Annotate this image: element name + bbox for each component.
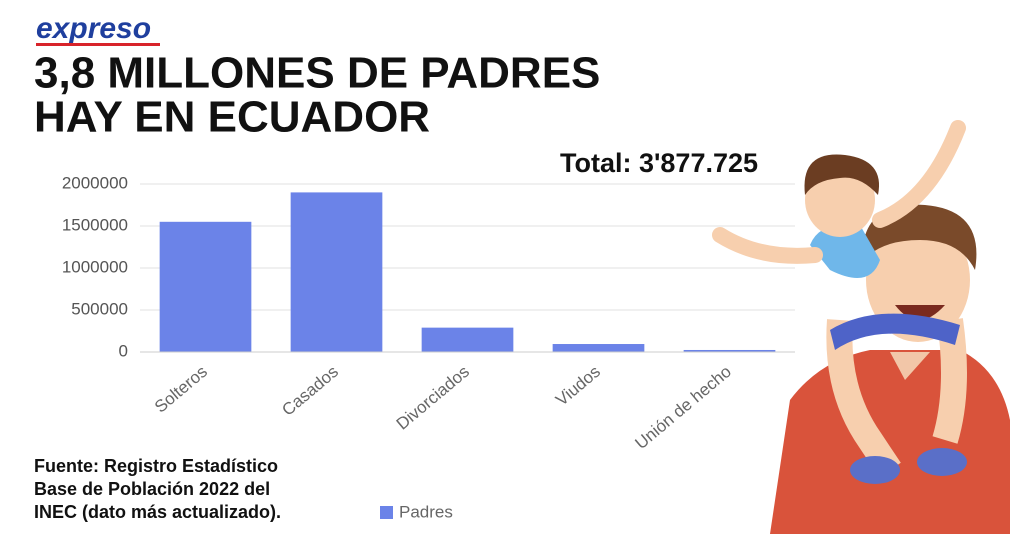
brand-logo: expreso xyxy=(36,12,151,45)
bar xyxy=(683,349,776,352)
source-line: Base de Población 2022 del xyxy=(34,479,270,499)
y-tick-label: 500000 xyxy=(71,299,128,318)
total-annotation: Total: 3'877.725 xyxy=(560,148,758,178)
y-tick-label: 1000000 xyxy=(62,257,128,276)
child-shoe xyxy=(850,456,900,484)
y-tick-label: 1500000 xyxy=(62,215,128,234)
source-line: Fuente: Registro Estadístico xyxy=(34,456,278,476)
illustration xyxy=(712,120,1010,534)
title-line: 3,8 MILLONES DE PADRES xyxy=(34,49,600,98)
child-arm xyxy=(872,120,966,228)
bar xyxy=(290,192,383,352)
source-line: INEC (dato más actualizado). xyxy=(34,502,281,522)
brand-underline xyxy=(36,43,160,46)
bar xyxy=(421,327,514,352)
y-tick-label: 0 xyxy=(119,341,128,360)
legend-label: Padres xyxy=(399,502,453,521)
child-arm xyxy=(712,227,823,264)
y-tick-label: 2000000 xyxy=(62,173,128,192)
title-line: HAY EN ECUADOR xyxy=(34,93,430,142)
legend-swatch xyxy=(380,506,393,519)
child-shirt xyxy=(810,224,880,278)
child-shoe xyxy=(917,448,967,476)
child-shorts xyxy=(830,313,960,350)
father-face xyxy=(866,218,970,342)
bar xyxy=(552,344,645,352)
bar xyxy=(159,221,252,352)
child-hair xyxy=(804,154,880,195)
father-neck xyxy=(890,352,930,380)
